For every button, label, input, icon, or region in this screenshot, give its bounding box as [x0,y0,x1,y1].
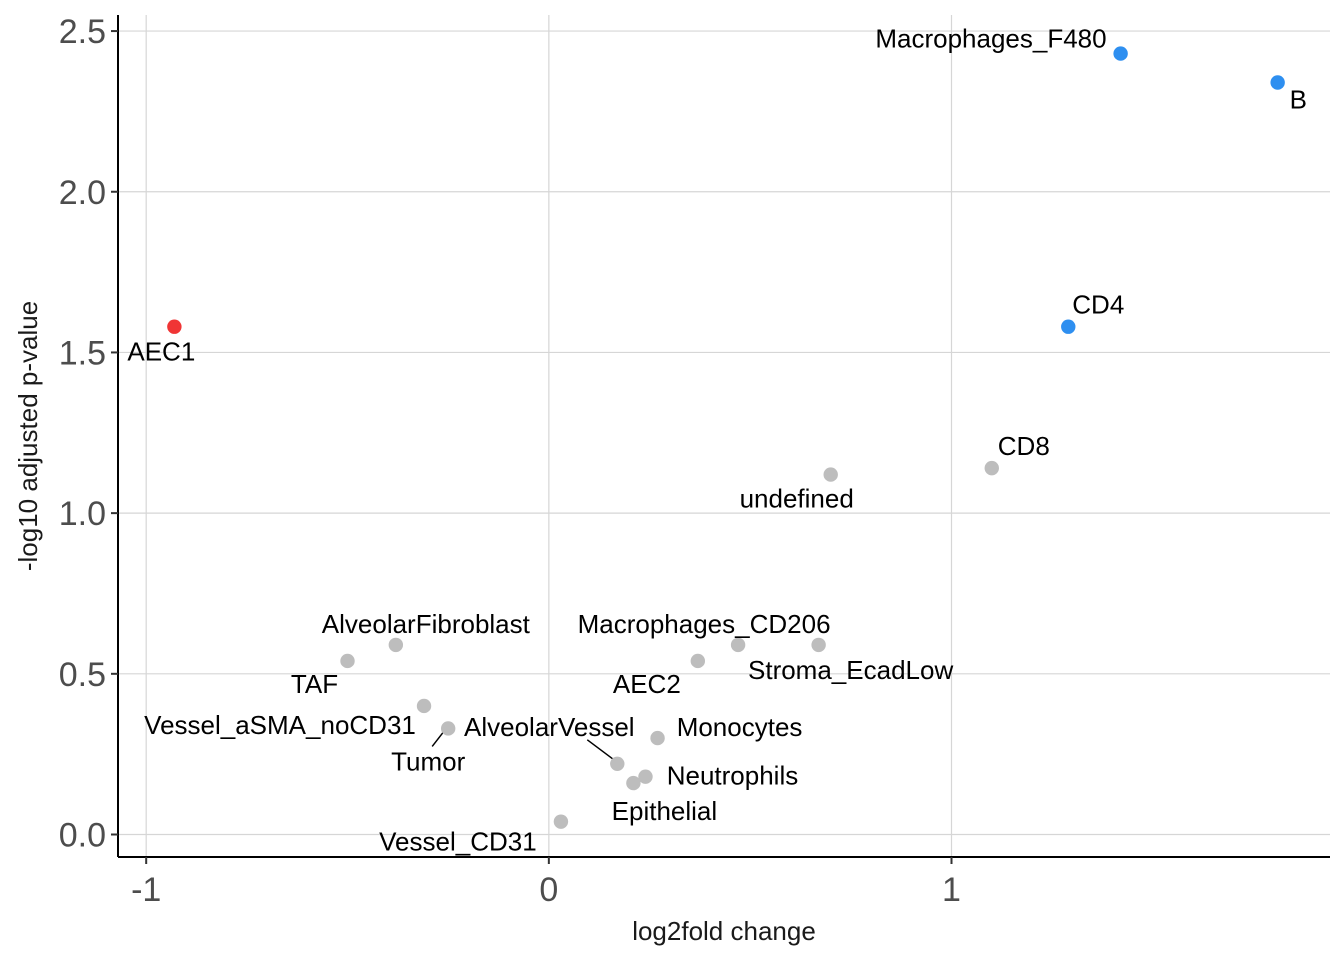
x-tick-label: -1 [131,871,161,909]
label-macrophages-f480: Macrophages_F480 [875,24,1106,54]
point-macrophages-f480 [1113,46,1128,61]
label-neutrophils: Neutrophils [667,761,799,791]
point-aec1 [167,319,182,334]
label-aec2: AEC2 [613,669,681,699]
point-alveolarfibroblast [388,637,404,653]
point-alveolarvessel [610,756,625,772]
point-aec2 [690,653,706,669]
x-tick-label: 0 [539,871,558,909]
point-cd8 [984,460,999,476]
point-b [1270,75,1285,90]
label-taf: TAF [291,669,338,699]
point-monocytes [650,730,665,746]
label-cd4: CD4 [1072,290,1124,320]
axes: -1 0 1 0.0 0.5 1.0 1.5 2.0 2.5 [59,13,1330,909]
label-epithelial: Epithelial [612,796,718,826]
label-cd8: CD8 [998,431,1050,461]
label-alveolarvessel: AlveolarVessel [464,712,635,742]
data-points [167,46,1285,829]
point-macrophages-cd206 [730,637,746,653]
label-aec1: AEC1 [127,337,195,367]
point-labels: Macrophages_F480 B CD4 AEC1 CD8 undefined Alve… [127,24,1307,857]
y-axis-title: -log10 adjusted p-value [13,301,43,571]
label-monocytes: Monocytes [677,712,803,742]
y-tick-label: 2.0 [59,174,106,212]
label-vessel-cd31: Vessel_CD31 [379,827,537,857]
point-cd4 [1061,319,1076,334]
label-macrophages-cd206: Macrophages_CD206 [578,609,831,639]
y-tick-label: 2.5 [59,13,106,51]
point-vessel-cd31 [553,814,569,829]
point-tumor [440,721,456,736]
leader-alveolarvessel [586,739,616,762]
y-tick-label: 0.0 [59,817,106,855]
y-tick-label: 1.0 [59,495,106,533]
point-stroma-ecadlow [811,637,826,653]
point-taf [340,653,355,669]
label-tumor: Tumor [391,746,465,776]
x-tick-label: 1 [942,871,961,909]
label-undefined: undefined [740,484,854,514]
point-undefined [823,467,838,482]
label-alveolarfibroblast: AlveolarFibroblast [322,609,531,639]
point-vessel-asma-nocd31 [416,698,432,714]
label-b: B [1290,84,1307,114]
y-tick-label: 1.5 [59,334,106,372]
label-vessel-asma-nocd31: Vessel_aSMA_noCD31 [144,710,416,740]
label-stroma-ecadlow: Stroma_EcadLow [748,655,953,685]
x-axis-title: log2fold change [632,916,816,946]
point-epithelial [626,775,641,791]
grid [118,15,1330,857]
point-neutrophils [638,769,653,784]
y-tick-label: 0.5 [59,656,106,694]
